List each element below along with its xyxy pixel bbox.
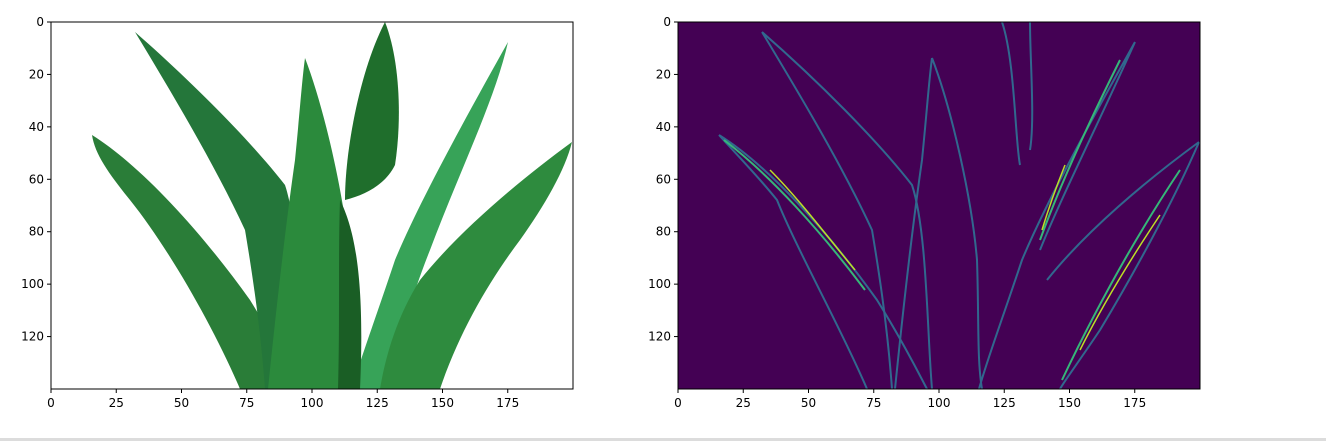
edge-leaf-far-left: [718, 134, 928, 389]
leaf-far-left: [92, 135, 300, 389]
edge-map: [718, 22, 1200, 389]
photo-x-ticks: 0 25 50 75 100 125 150 175: [47, 389, 519, 410]
edge-highlight-2: [1041, 164, 1066, 231]
edge-strong-left: [723, 139, 866, 291]
edge-leaf-right-tall: [978, 41, 1136, 389]
edges-x-tick-label-5: 125: [993, 396, 1016, 410]
leaf-left-tall: [135, 32, 305, 389]
edges-y-tick-label-4: 80: [656, 225, 671, 239]
edges-x-tick-label-0: 0: [674, 396, 682, 410]
photo-y-tick-label-5: 100: [21, 277, 44, 291]
edges-x-tick-label-2: 50: [801, 396, 816, 410]
photo-x-tick-label-3: 75: [239, 396, 254, 410]
photo-axes: 0 25 50 75 100 125 150 175 0 20 40 60 80 100 120: [21, 15, 574, 410]
edges-y-tick-label-6: 120: [648, 330, 671, 344]
photo-y-tick-label-2: 40: [29, 120, 44, 134]
photo-x-tick-label-5: 125: [366, 396, 389, 410]
edge-leaf-top-center: [1001, 22, 1034, 166]
edges-y-tick-label-2: 40: [656, 120, 671, 134]
edges-y-tick-label-5: 100: [648, 277, 671, 291]
edges-y-tick-label-0: 0: [663, 15, 671, 29]
photo-x-tick-label-7: 175: [496, 396, 519, 410]
photo-x-tick-label-2: 50: [174, 396, 189, 410]
edges-x-tick-label-6: 150: [1058, 396, 1081, 410]
leaf-top-center: [345, 22, 399, 200]
photo-x-tick-label-4: 100: [301, 396, 324, 410]
edges-x-tick-label-3: 75: [866, 396, 881, 410]
leaf-center: [268, 58, 355, 389]
leaf-inner-dark: [338, 200, 362, 389]
leaf-far-right: [380, 142, 572, 389]
edges-y-ticks: 0 20 40 60 80 100 120: [648, 15, 678, 344]
edges-x-tick-label-7: 175: [1123, 396, 1146, 410]
aloe-photo: [92, 22, 572, 389]
output-divider: [0, 438, 1326, 441]
edges-y-tick-label-3: 60: [656, 172, 671, 186]
edge-leaf-far-right: [1046, 141, 1200, 389]
edge-strong-right: [1039, 59, 1121, 241]
photo-x-tick-label-1: 25: [109, 396, 124, 410]
edge-highlight-3: [1079, 214, 1161, 351]
photo-y-tick-label-4: 80: [29, 225, 44, 239]
leaf-right-tall: [352, 42, 508, 389]
edges-axes: 0 25 50 75 100 125 150 175 0 20 40 60 80 100 120: [648, 15, 1201, 410]
photo-y-tick-label-3: 60: [29, 172, 44, 186]
edges-x-tick-label-4: 100: [928, 396, 951, 410]
edge-leaf-left-tall: [761, 31, 933, 389]
edges-x-tick-label-1: 25: [736, 396, 751, 410]
photo-y-ticks: 0 20 40 60 80 100 120: [21, 15, 51, 344]
photo-y-tick-label-0: 0: [36, 15, 44, 29]
edge-leaf-center: [894, 57, 983, 389]
edges-y-tick-label-1: 20: [656, 67, 671, 81]
photo-y-tick-label-6: 120: [21, 330, 44, 344]
photo-x-tick-label-6: 150: [431, 396, 454, 410]
photo-y-tick-label-1: 20: [29, 67, 44, 81]
edge-highlight-1: [769, 169, 856, 271]
photo-x-tick-label-0: 0: [47, 396, 55, 410]
edges-x-ticks: 0 25 50 75 100 125 150 175: [674, 389, 1146, 410]
edge-strong-lower-right: [1061, 169, 1181, 381]
